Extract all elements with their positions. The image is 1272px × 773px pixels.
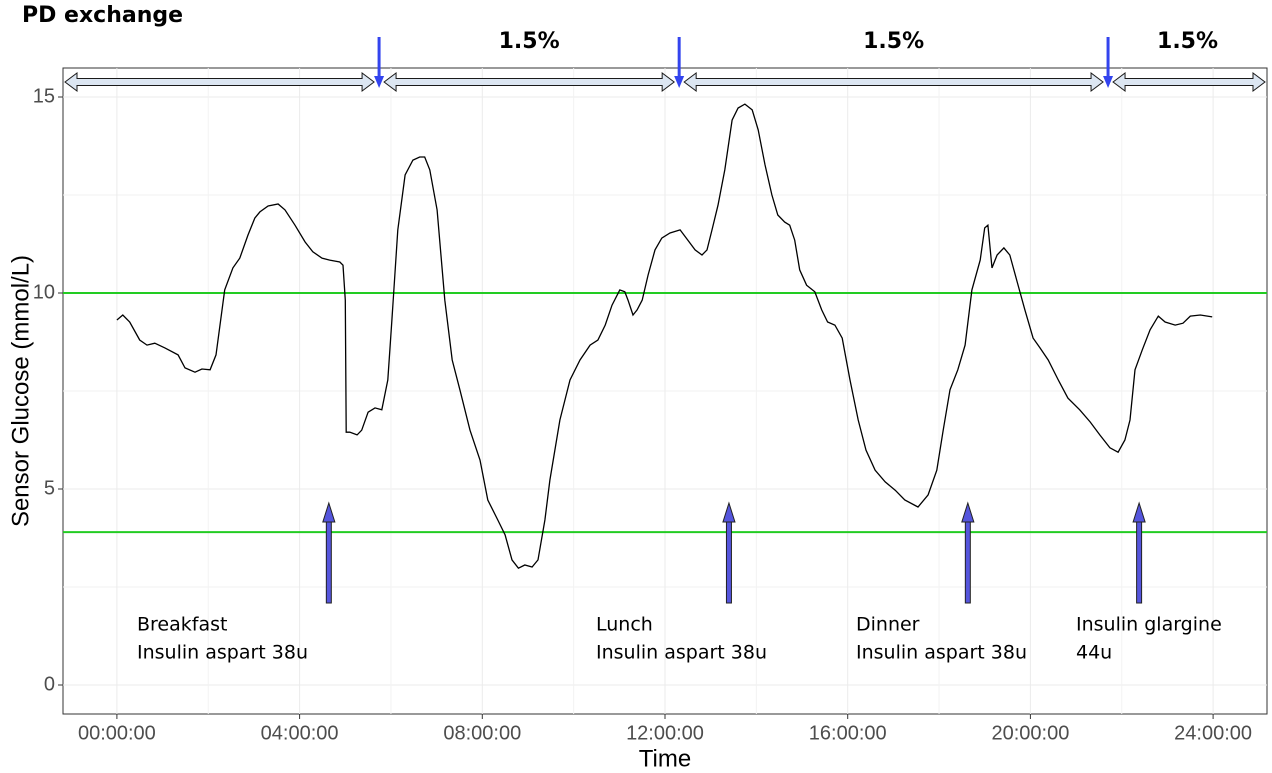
- event-arrowhead: [322, 501, 336, 523]
- x-tick-label: 04:00:00: [261, 722, 339, 744]
- y-tick-label: 5: [44, 477, 55, 499]
- event-arrow-shaft: [325, 519, 332, 604]
- y-tick-label: 0: [44, 673, 55, 695]
- y-tick-label: 15: [33, 85, 55, 107]
- x-tick-label: 24:00:00: [1174, 722, 1252, 744]
- pd-concentration-label: 1.5%: [863, 29, 924, 54]
- x-axis-title: Time: [639, 745, 691, 772]
- event-arrowhead: [961, 501, 975, 523]
- pd-concentration-label: 1.5%: [499, 29, 560, 54]
- y-tick-label: 10: [33, 281, 55, 303]
- pd-period-arrow: [1112, 72, 1266, 92]
- event-arrow-shaft: [725, 519, 732, 604]
- pd-concentration-label: 1.5%: [1157, 29, 1218, 54]
- pd-period-arrow: [64, 72, 375, 92]
- pd-period-arrow: [683, 72, 1104, 92]
- event-label: Insulin aspart 38u: [596, 642, 767, 664]
- pd-exchange-arrowhead: [1103, 76, 1114, 88]
- x-tick-label: 16:00:00: [809, 722, 887, 744]
- pd-exchange-arrowhead: [374, 76, 385, 88]
- pd-period-arrow: [383, 72, 675, 92]
- event-label: Lunch: [596, 614, 653, 636]
- pd-exchange-arrowhead: [674, 76, 685, 88]
- x-tick-label: 20:00:00: [991, 722, 1069, 744]
- x-tick-label: 00:00:00: [78, 722, 156, 744]
- glucose-line: [116, 103, 1213, 570]
- event-arrow-shaft: [964, 519, 971, 604]
- x-tick-label: 12:00:00: [626, 722, 704, 744]
- chart-title: PD exchange: [22, 3, 183, 28]
- event-label: Insulin glargine: [1076, 614, 1222, 636]
- x-tick-label: 08:00:00: [443, 722, 521, 744]
- event-label: Dinner: [856, 614, 920, 636]
- event-label: Insulin aspart 38u: [137, 642, 308, 664]
- grid: [63, 68, 1267, 714]
- event-label: Insulin aspart 38u: [856, 642, 1027, 664]
- event-label: Breakfast: [137, 614, 227, 636]
- event-arrow-shaft: [1136, 519, 1143, 604]
- event-arrowhead: [722, 501, 736, 523]
- y-axis-title: Sensor Glucose (mmol/L): [7, 255, 34, 527]
- event-label: 44u: [1076, 642, 1112, 664]
- event-arrowhead: [1132, 501, 1146, 523]
